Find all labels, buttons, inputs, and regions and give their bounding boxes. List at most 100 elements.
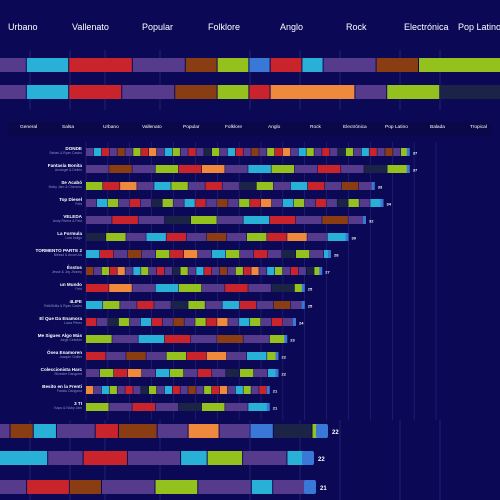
bar-segment [269,216,296,224]
bar-segment [304,199,316,207]
bar-segment [201,284,225,292]
bar-segment [112,216,138,224]
bar-segment [212,369,226,377]
bar-segment [219,386,228,394]
tab-balada[interactable]: Balada [430,125,445,130]
song-artist: Nicky Jam & Chencho [48,185,82,190]
bar-end-cap [284,335,288,343]
tab-general[interactable]: General [20,125,38,130]
bar-segment [125,267,133,275]
bar-segment [206,318,217,326]
tab-salsa[interactable]: Salsa [62,125,74,130]
bar-segment [217,199,228,207]
bar-segment [268,369,278,377]
bar-segment [155,165,179,173]
bar-segment [307,182,325,190]
bar-segment [254,250,268,258]
bar-segment [155,403,179,411]
bar-end-cap [266,386,270,394]
song-title: Top Diesel [59,196,82,202]
bar-end-cap [266,403,270,411]
bar-segment [243,267,251,275]
bar-segment [227,267,236,275]
bar-segment [180,148,188,156]
song-title: TORMENTO PARTE 2 [35,247,82,253]
bar-segment [293,199,305,207]
bar-segment [212,267,220,275]
bar-segment [275,267,283,275]
zoom-top-row-1-segment [302,58,323,72]
tab-electronica[interactable]: Electrónica [343,125,367,130]
zoom-top-row-1-segment [185,58,217,72]
tab-rock[interactable]: Rock [310,125,321,130]
tab-popular[interactable]: Popular [183,125,200,130]
bar-segment [401,148,409,156]
bar-segment [239,182,257,190]
bar-segment [196,386,204,394]
bar-segment [370,199,381,207]
bar-segment [228,199,239,207]
zoom-top-row-1-segment [270,58,302,72]
bar-segment [290,148,299,156]
bar-segment [387,165,410,173]
zoom-bottom-row-segment [95,424,118,438]
bar-segment [133,148,141,156]
bar-segment [240,250,254,258]
bar-segment [385,148,393,156]
bar-segment [86,301,103,309]
bar-segment [93,267,102,275]
bar-segment [222,301,239,309]
tab-anglo[interactable]: Anglo [268,125,281,130]
bar-segment [129,318,141,326]
bar-value-label: 24 [299,320,304,325]
bar-segment [306,267,314,275]
zoom-bottom-row-segment [250,424,273,438]
bar-segment [126,352,146,360]
bar-segment [317,165,341,173]
tab-tropical[interactable]: Tropical [470,125,487,130]
bar-segment [247,233,267,241]
bar-segment [204,386,212,394]
bar-end-cap [302,451,314,465]
bar-segment [133,267,141,275]
genre-label: Urbano [8,22,38,32]
zoom-top-row-1-segment [69,58,132,72]
bar-end-cap [406,148,410,156]
bar-value-label: 37 [413,150,418,155]
zoom-bottom-row-segment [273,424,312,438]
tab-vallenato[interactable]: Vallenato [142,125,162,130]
bar-segment [112,335,138,343]
bar-segment [86,335,112,343]
bar-segment [178,165,202,173]
bar-segment [259,267,267,275]
bar-end-cap [304,480,316,494]
tab-urbano[interactable]: Urbano [103,125,119,130]
bar-segment [109,284,132,292]
bar-segment [132,165,155,173]
tab-pop-latino[interactable]: Pop Latino [385,125,408,130]
bar-segment [225,284,248,292]
bar-segment [125,386,133,394]
bar-segment [93,386,102,394]
bar-segment [107,318,119,326]
bar-segment [170,369,184,377]
bar-value-label: 21 [273,388,278,393]
bar-segment [142,250,156,258]
bar-value-label: 33 [378,184,383,189]
bar-segment [156,148,165,156]
zoom-top-row-2-segment [26,85,69,99]
zoom-bottom-row-segment [56,424,95,438]
bar-segment [156,267,165,275]
bar-segment [137,301,154,309]
bar-segment [109,267,117,275]
bar-end-cap [293,318,296,326]
song-title: Ésstos [66,264,82,270]
bar-segment [271,199,283,207]
bar-segment [228,318,239,326]
bar-segment [275,148,283,156]
song-artist: Joaquín Guiller [59,355,82,360]
bar-segment [198,369,212,377]
bar-segment [109,386,117,394]
bar-segment [184,369,198,377]
tab-folklore[interactable]: Folklore [225,125,243,130]
